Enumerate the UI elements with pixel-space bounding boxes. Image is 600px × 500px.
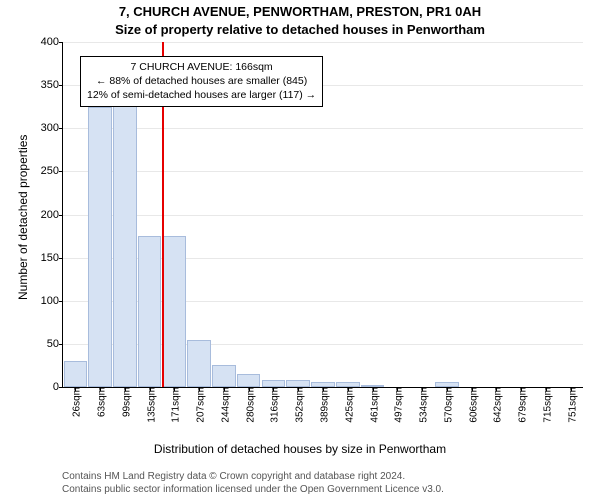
ytick-label: 0: [53, 381, 63, 393]
xtick-label: 26sqm: [68, 387, 83, 417]
footer-line: Contains public sector information licen…: [62, 483, 444, 496]
callout-line: 7 CHURCH AVENUE: 166sqm: [87, 60, 316, 74]
histogram-bar: [187, 340, 211, 387]
xtick-label: 280sqm: [241, 387, 256, 423]
xtick-label: 352sqm: [291, 387, 306, 423]
xtick-label: 534sqm: [415, 387, 430, 423]
ytick-label: 50: [47, 338, 63, 350]
xtick-label: 570sqm: [439, 387, 454, 423]
gridline: [63, 171, 583, 172]
ytick-label: 400: [41, 36, 63, 48]
xtick-label: 425sqm: [340, 387, 355, 423]
xtick-label: 99sqm: [117, 387, 132, 417]
xtick-label: 135sqm: [142, 387, 157, 423]
xtick-label: 244sqm: [216, 387, 231, 423]
histogram-bar: [138, 236, 162, 387]
ytick-label: 250: [41, 165, 63, 177]
histogram-bar: [262, 380, 286, 387]
xtick-label: 751sqm: [563, 387, 578, 423]
histogram-bar: [163, 236, 187, 387]
ytick-label: 350: [41, 79, 63, 91]
callout-line: ← 88% of detached houses are smaller (84…: [87, 74, 316, 88]
x-axis-label: Distribution of detached houses by size …: [0, 442, 600, 456]
histogram-bar: [88, 107, 112, 387]
histogram-bar: [113, 104, 137, 387]
xtick-label: 389sqm: [316, 387, 331, 423]
xtick-label: 207sqm: [192, 387, 207, 423]
title-line-1: 7, CHURCH AVENUE, PENWORTHAM, PRESTON, P…: [0, 4, 600, 19]
title-line-2: Size of property relative to detached ho…: [0, 22, 600, 37]
callout-line: 12% of semi-detached houses are larger (…: [87, 88, 316, 102]
ytick-label: 300: [41, 122, 63, 134]
gridline: [63, 215, 583, 216]
y-axis-label: Number of detached properties: [16, 135, 30, 300]
xtick-label: 171sqm: [167, 387, 182, 423]
histogram-bar: [64, 361, 88, 387]
xtick-label: 679sqm: [514, 387, 529, 423]
property-callout: 7 CHURCH AVENUE: 166sqm← 88% of detached…: [80, 56, 323, 107]
xtick-label: 497sqm: [390, 387, 405, 423]
histogram-bar: [212, 365, 236, 387]
xtick-label: 461sqm: [365, 387, 380, 423]
ytick-label: 200: [41, 209, 63, 221]
gridline: [63, 42, 583, 43]
xtick-label: 63sqm: [93, 387, 108, 417]
chart-container: 7, CHURCH AVENUE, PENWORTHAM, PRESTON, P…: [0, 0, 600, 500]
ytick-label: 100: [41, 295, 63, 307]
ytick-label: 150: [41, 252, 63, 264]
gridline: [63, 128, 583, 129]
histogram-bar: [237, 374, 261, 387]
histogram-bar: [286, 380, 310, 387]
xtick-label: 316sqm: [266, 387, 281, 423]
xtick-label: 642sqm: [489, 387, 504, 423]
footer-line: Contains HM Land Registry data © Crown c…: [62, 470, 444, 483]
footer-attribution: Contains HM Land Registry data © Crown c…: [62, 470, 444, 496]
xtick-label: 715sqm: [538, 387, 553, 423]
xtick-label: 606sqm: [464, 387, 479, 423]
